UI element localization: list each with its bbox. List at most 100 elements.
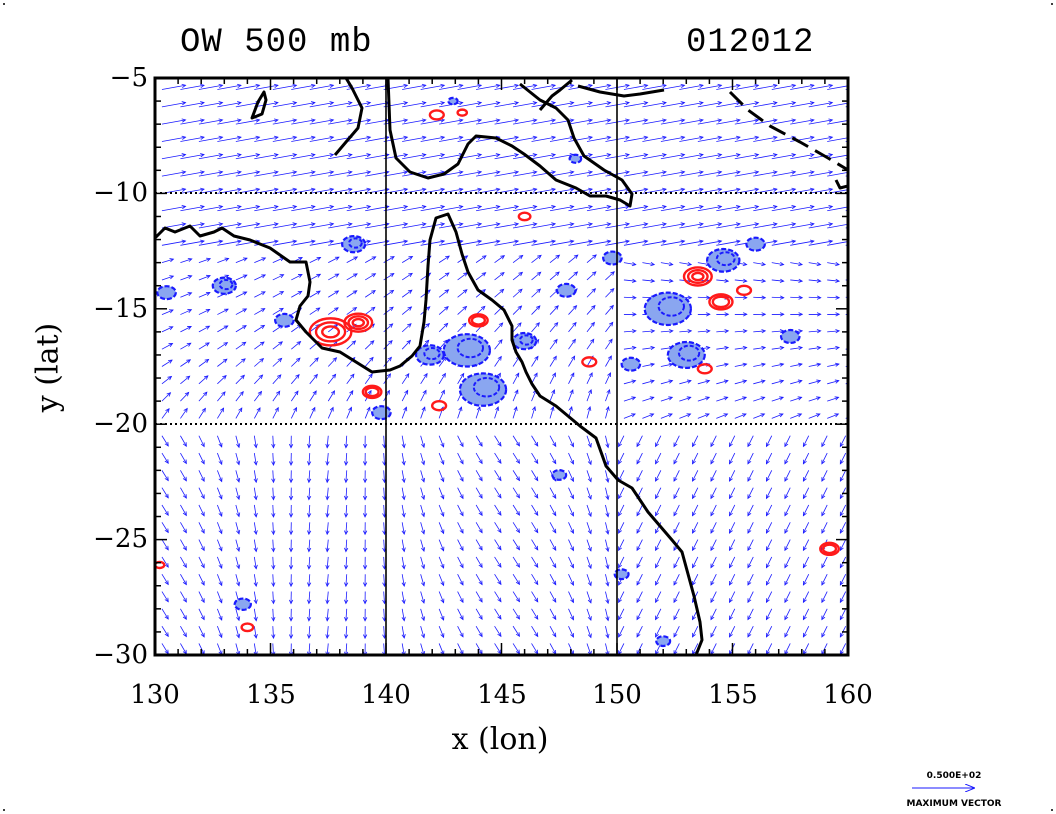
wind-vector <box>457 322 467 333</box>
wind-vector <box>636 591 643 604</box>
wind-vector <box>401 339 412 350</box>
wind-vector <box>272 274 285 281</box>
wind-vector <box>309 153 335 160</box>
wind-vector <box>217 391 226 402</box>
wind-vector <box>568 254 579 263</box>
wind-vector <box>198 591 205 604</box>
wind-vector <box>307 539 312 553</box>
wind-vector <box>784 470 791 482</box>
wind-vector <box>420 470 426 483</box>
wind-vector <box>180 118 205 125</box>
wind-vector <box>605 608 610 622</box>
wind-vector <box>457 222 483 229</box>
wind-vector <box>307 435 312 449</box>
wind-vector <box>494 222 520 229</box>
wind-vector <box>475 435 483 447</box>
wind-vector <box>494 522 502 534</box>
wind-vector <box>734 204 760 212</box>
wind-vector <box>288 504 294 518</box>
wind-vector <box>401 373 410 385</box>
wind-vector <box>161 204 187 212</box>
negative-ow-contours <box>156 96 801 648</box>
wind-vector <box>549 574 557 586</box>
wind-vector <box>344 435 349 449</box>
wind-vector <box>605 539 610 553</box>
wind-vector <box>235 274 248 281</box>
wind-vector <box>216 470 223 483</box>
wind-vector <box>623 118 649 125</box>
wind-vector <box>747 452 754 465</box>
wind-vector <box>288 487 294 501</box>
wind-vector <box>784 591 791 604</box>
wind-vector <box>710 452 717 465</box>
wind-vector <box>531 239 557 246</box>
wind-vector <box>475 522 483 534</box>
wind-vector <box>839 574 847 586</box>
wind-vector <box>217 135 242 142</box>
wind-vector <box>288 574 294 588</box>
wind-vector <box>618 435 625 448</box>
wind-vector <box>808 187 834 194</box>
wind-vector <box>636 522 643 534</box>
wind-vector <box>802 487 810 500</box>
wind-vector <box>346 340 357 350</box>
wind-vector <box>254 204 279 212</box>
wind-vector <box>697 83 723 90</box>
wind-vector <box>747 470 754 482</box>
wind-vector <box>660 170 686 177</box>
wind-vector <box>512 556 520 568</box>
wind-vector <box>734 170 760 177</box>
wind-vector <box>161 608 169 620</box>
wind-vector <box>642 329 656 334</box>
wind-vector <box>216 626 223 639</box>
wind-vector <box>802 591 810 604</box>
wind-vector <box>784 556 791 569</box>
wind-vector <box>235 135 261 142</box>
wind-vector <box>586 135 612 142</box>
wind-vector <box>420 626 426 639</box>
wind-vector <box>475 556 483 569</box>
wind-vector <box>198 325 211 333</box>
wind-vector <box>254 135 279 142</box>
wind-vector <box>253 504 258 518</box>
wind-vector <box>180 522 187 534</box>
positive-ow-contour <box>364 386 380 398</box>
wind-vector <box>401 323 412 333</box>
wind-vector <box>235 83 261 90</box>
wind-vector <box>439 83 464 90</box>
wind-vector <box>309 239 335 246</box>
wind-vector <box>808 345 822 351</box>
negative-ow-contour <box>218 278 234 291</box>
wind-vector <box>605 355 612 367</box>
wind-vector <box>568 338 576 350</box>
wind-vector <box>438 372 446 385</box>
wind-vector <box>271 556 276 570</box>
wind-vector <box>346 256 359 263</box>
wind-vector <box>438 556 445 569</box>
wind-vector <box>254 308 266 315</box>
wind-vector <box>290 406 297 419</box>
wind-vector <box>291 170 316 177</box>
wind-vector <box>827 345 840 351</box>
wind-vector <box>457 118 483 125</box>
wind-vector <box>765 556 773 569</box>
wind-vector <box>494 255 506 263</box>
wind-vector <box>512 435 520 447</box>
wind-vector <box>716 118 741 125</box>
wind-vector <box>692 487 699 500</box>
wind-vector <box>309 290 321 298</box>
wind-vector <box>216 591 223 604</box>
wind-vector <box>402 83 427 90</box>
y-tick-label: −30 <box>93 640 148 670</box>
wind-vector <box>494 271 505 281</box>
wind-vector <box>734 312 748 317</box>
wind-vector <box>771 153 797 160</box>
wind-vector <box>790 413 803 419</box>
wind-vector <box>642 83 667 90</box>
wind-vector <box>747 522 754 534</box>
wind-vector <box>512 504 520 516</box>
wind-vector <box>747 643 754 655</box>
wind-vector <box>253 556 258 570</box>
wind-vector <box>438 504 445 517</box>
wind-vector <box>291 118 316 125</box>
